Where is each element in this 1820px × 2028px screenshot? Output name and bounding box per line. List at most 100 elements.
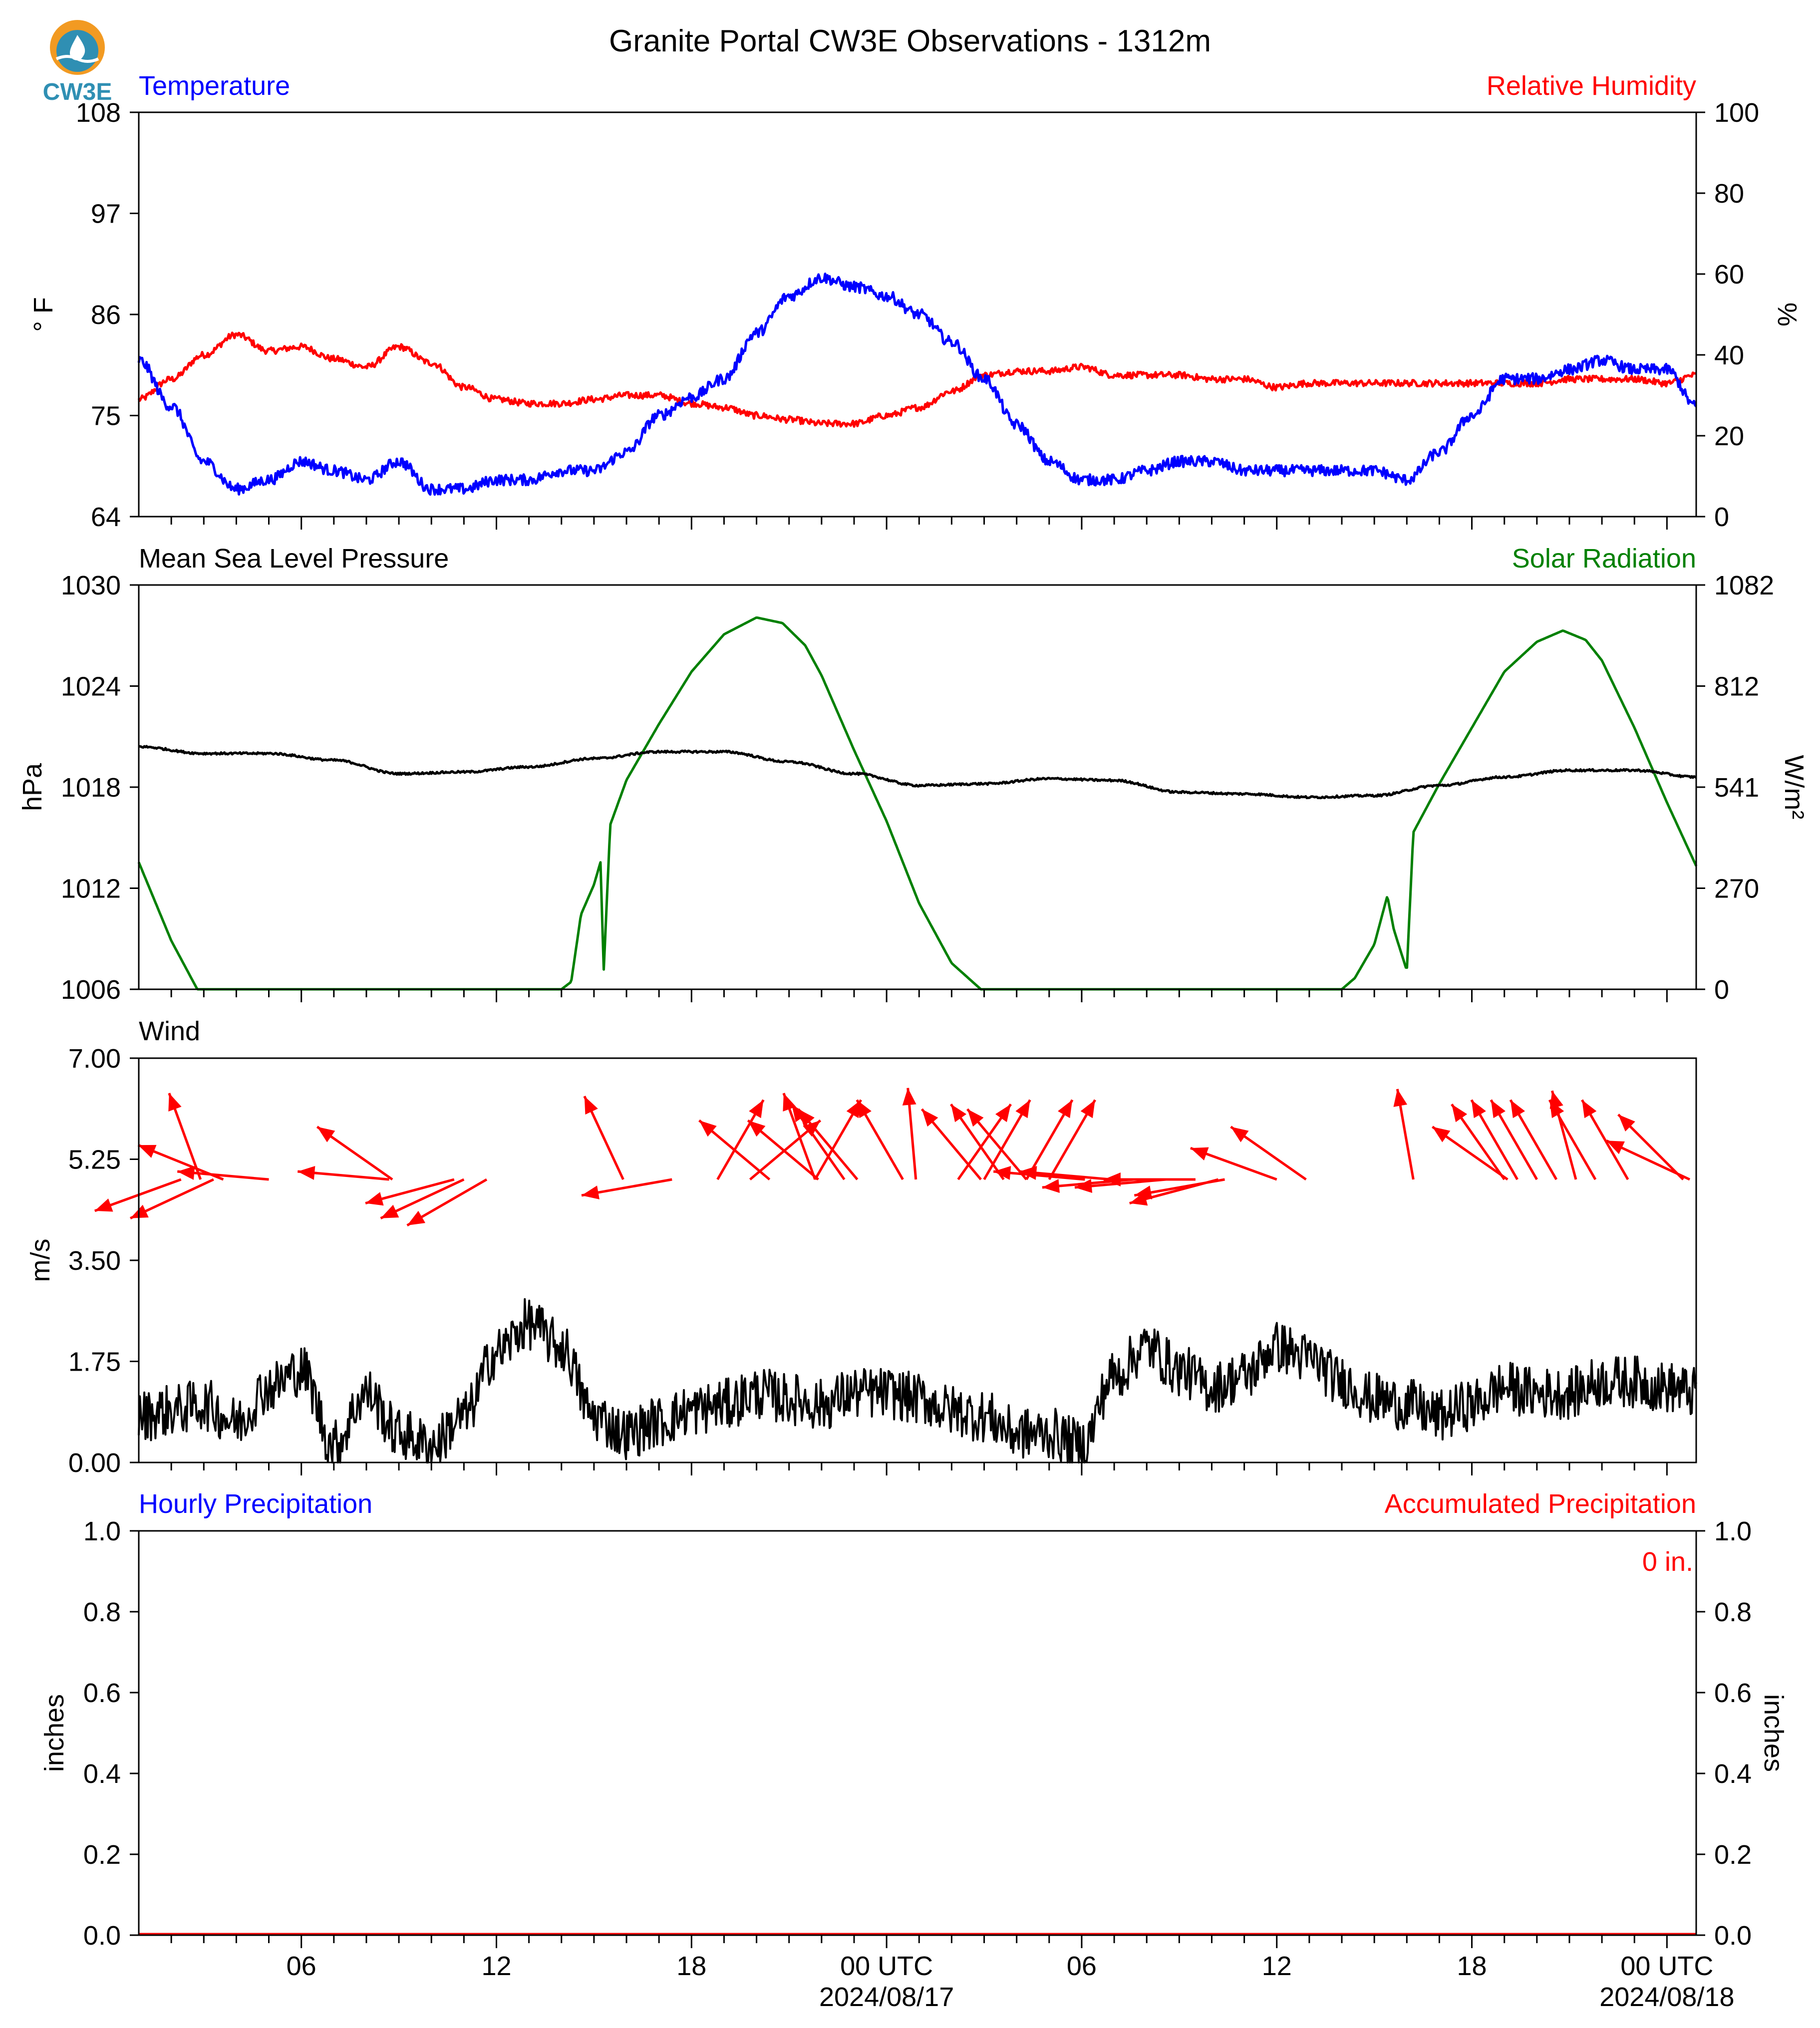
x-tick-label: 00 UTC <box>1620 1951 1713 1981</box>
accum-precip-axis: 1.0 0.8 0.6 0.4 0.2 0.0 <box>1696 1516 1752 1951</box>
wind-unit-label: m/s <box>25 1239 55 1282</box>
wind-arrow <box>581 1178 672 1199</box>
solar-tick-label: 270 <box>1714 874 1759 904</box>
temperature-humidity-panel: Temperature Relative Humidity 108 97 86 75 6… <box>28 71 1802 532</box>
hourly-precip-tick-label: 0.6 <box>83 1678 121 1708</box>
hourly-precip-unit-label: inches <box>39 1694 69 1772</box>
wind-speed-tick-label: 1.75 <box>68 1347 121 1377</box>
wind-arrow <box>583 1096 624 1180</box>
x-tick-label: 06 <box>287 1951 316 1981</box>
wind-arrow <box>966 1108 1028 1180</box>
wind-arrow <box>365 1178 455 1206</box>
wind-arrow <box>1509 1099 1558 1180</box>
solar-tick-label: 541 <box>1714 773 1759 803</box>
pressure-axis: 1030 1024 1018 1012 1006 <box>61 571 139 1005</box>
precipitation-panel: Hourly Precipitation Accumulated Precipi… <box>39 1489 1789 2012</box>
pressure-tick-label: 1024 <box>61 672 121 702</box>
wind-arrow <box>1230 1126 1307 1181</box>
wind-speed-tick-label: 3.50 <box>68 1246 121 1276</box>
wind-arrow <box>698 1119 771 1180</box>
wind-arrow <box>790 1103 846 1180</box>
x-tick-label: 12 <box>1262 1951 1292 1981</box>
wind-speed-line <box>138 1298 1697 1463</box>
humidity-tick-label: 100 <box>1714 98 1759 128</box>
wind-arrow <box>406 1178 488 1227</box>
humidity-tick-label: 40 <box>1714 340 1744 370</box>
wind-arrow <box>1617 1114 1684 1180</box>
wind-arrow <box>1490 1099 1538 1180</box>
wind-arrow <box>1451 1103 1506 1180</box>
wind-arrow <box>1470 1099 1518 1180</box>
wind-arrow <box>1134 1178 1225 1199</box>
solar-axis: 1082 812 541 270 0 <box>1696 571 1774 1005</box>
wind-speed-tick-label: 0.00 <box>68 1448 121 1478</box>
wind-arrow <box>747 1119 819 1180</box>
accum-precip-tick-label: 0.0 <box>1714 1921 1752 1951</box>
wind-arrow <box>782 1093 817 1180</box>
wind-panel: Wind 7.00 5.25 3.50 1.75 0.00 m/s <box>25 1016 1697 1478</box>
wind-arrow <box>902 1088 917 1180</box>
wind-arrow <box>177 1165 269 1181</box>
wind-arrow <box>380 1178 465 1220</box>
wind-arrow <box>957 1103 1012 1180</box>
wind-speed-tick-label: 5.25 <box>68 1145 121 1175</box>
humidity-tick-label: 80 <box>1714 179 1744 209</box>
solar-tick-label: 1082 <box>1714 571 1774 600</box>
hourly-precip-axis: 1.0 0.8 0.6 0.4 0.2 0.0 <box>83 1516 139 1951</box>
solar-tick-label: 0 <box>1714 975 1729 1005</box>
accum-precip-unit-label: inches <box>1759 1694 1789 1772</box>
wind-arrow <box>1606 1139 1691 1181</box>
precip-plot-frame <box>138 1530 1697 1936</box>
temperature-tick-label: 75 <box>91 401 121 431</box>
wind-arrow <box>983 1099 1031 1180</box>
cw3e-logo: CW3E <box>43 20 112 105</box>
wind-arrow <box>1548 1099 1597 1180</box>
wind-arrow <box>950 1103 1005 1180</box>
accum-total-label: 0 in. <box>1642 1547 1693 1577</box>
x-tick-label: 18 <box>676 1951 706 1981</box>
hourly-precip-title: Hourly Precipitation <box>139 1489 372 1519</box>
solar-tick-label: 812 <box>1714 672 1759 702</box>
humidity-tick-label: 20 <box>1714 421 1744 451</box>
accum-precip-tick-label: 0.6 <box>1714 1678 1752 1708</box>
wind-arrow <box>1025 1099 1074 1180</box>
temperature-tick-label: 86 <box>91 300 121 330</box>
temperature-tick-label: 108 <box>76 98 121 128</box>
logo-text: CW3E <box>43 79 112 105</box>
wind-arrow <box>856 1099 904 1180</box>
wind-arrow <box>797 1108 859 1180</box>
wind-arrow <box>920 1108 982 1180</box>
temperature-tick-label: 97 <box>91 199 121 229</box>
pressure-line <box>138 745 1697 800</box>
humidity-title: Relative Humidity <box>1487 71 1696 101</box>
humidity-tick-label: 0 <box>1714 502 1729 532</box>
x-tick-label: 00 UTC <box>840 1951 933 1981</box>
x-tick-label: 06 <box>1067 1951 1097 1981</box>
wind-arrow <box>168 1093 202 1180</box>
pressure-title: Mean Sea Level Pressure <box>139 544 449 574</box>
pressure-tick-label: 1018 <box>61 773 121 803</box>
wind-speed-tick-label: 7.00 <box>68 1044 121 1074</box>
accum-precip-tick-label: 0.2 <box>1714 1840 1752 1870</box>
humidity-axis: 100 80 60 40 20 0 <box>1696 98 1759 532</box>
temperature-tick-label: 64 <box>91 502 121 532</box>
wind-arrow <box>316 1126 393 1181</box>
x-tick-label: 12 <box>481 1951 511 1981</box>
humidity-tick-label: 60 <box>1714 260 1744 290</box>
date-label: 2024/08/18 <box>1599 1982 1734 2012</box>
x-tick-label: 18 <box>1457 1951 1487 1981</box>
accum-precip-tick-label: 0.8 <box>1714 1597 1752 1627</box>
accum-precip-title: Accumulated Precipitation <box>1385 1489 1696 1519</box>
wind-arrow <box>298 1165 389 1181</box>
wind-title: Wind <box>139 1016 200 1046</box>
wind-arrow <box>129 1178 214 1220</box>
wind-arrow <box>94 1178 182 1212</box>
pressure-tick-label: 1030 <box>61 571 121 600</box>
solar-title: Solar Radiation <box>1512 544 1696 574</box>
wind-arrow <box>1019 1165 1111 1181</box>
wind-arrow <box>1393 1089 1415 1180</box>
hourly-precip-tick-label: 0.8 <box>83 1597 121 1627</box>
pressure-tick-label: 1006 <box>61 975 121 1005</box>
wind-arrow <box>993 1165 1085 1181</box>
